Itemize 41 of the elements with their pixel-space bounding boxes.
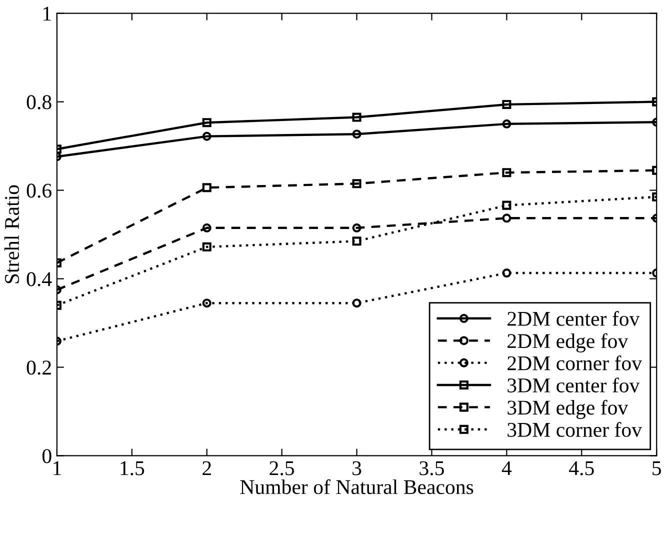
x-tick-label: 2.5 — [270, 461, 294, 476]
point — [502, 268, 512, 278]
point — [352, 179, 362, 188]
y-tick-label: 1 — [44, 6, 51, 21]
legend-label: 3DM center fov — [508, 378, 640, 392]
y-tick-label: 0.4 — [26, 272, 52, 286]
x-tick-label: 3 — [352, 461, 362, 476]
x-tick-label: 4 — [502, 461, 512, 476]
y-tick-label: 0.6 — [26, 184, 52, 198]
legend-label: 3DM edge fov — [508, 400, 628, 419]
point — [352, 130, 362, 139]
point — [352, 223, 362, 232]
point — [202, 223, 212, 232]
x-axis-title: Number of Natural Beacons — [240, 479, 474, 494]
y-tick-label: 0.2 — [26, 360, 51, 375]
point — [502, 119, 512, 128]
point — [502, 214, 512, 223]
y-axis-title: Strehl Ratio — [4, 185, 20, 284]
x-tick-label: 1 — [54, 461, 61, 476]
point — [202, 183, 212, 192]
point — [202, 242, 212, 252]
point — [352, 112, 362, 122]
x-tick-label: 4.5 — [569, 461, 594, 476]
point — [352, 236, 362, 246]
legend-label: 2DM center fov — [508, 311, 640, 326]
y-tick-label: 0.8 — [26, 95, 52, 110]
x-tick-label: 2 — [202, 461, 211, 476]
legend-label: 3DM corner fov — [508, 422, 642, 437]
y-tick-label: 0 — [42, 449, 52, 464]
legend-label: 2DM corner fov — [508, 355, 642, 370]
x-tick-label: 5 — [652, 461, 661, 476]
point — [202, 118, 212, 128]
point — [202, 298, 212, 308]
legend-label: 2DM edge fov — [508, 333, 628, 352]
point — [202, 132, 212, 141]
x-tick-label: 3.5 — [420, 461, 444, 476]
point — [502, 200, 512, 210]
point — [502, 100, 512, 109]
x-tick-label: 1.5 — [120, 461, 144, 476]
point — [502, 168, 512, 178]
point — [352, 298, 362, 308]
